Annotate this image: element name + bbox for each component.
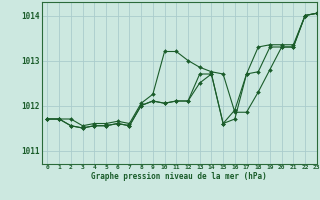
X-axis label: Graphe pression niveau de la mer (hPa): Graphe pression niveau de la mer (hPa) bbox=[91, 172, 267, 181]
